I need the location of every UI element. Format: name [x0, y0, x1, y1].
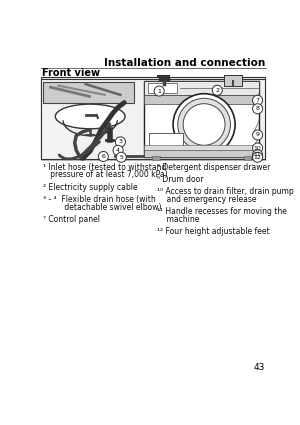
Circle shape: [113, 145, 123, 155]
Circle shape: [116, 152, 126, 162]
Circle shape: [173, 94, 235, 155]
Text: ¹⁰ Access to drain filter, drain pump: ¹⁰ Access to drain filter, drain pump: [157, 187, 294, 196]
Bar: [145, 95, 259, 104]
Text: 10: 10: [254, 145, 262, 150]
Bar: [43, 82, 134, 102]
Text: Installation and connection: Installation and connection: [104, 57, 266, 68]
Text: 1: 1: [157, 88, 161, 94]
Text: and emergency release: and emergency release: [157, 195, 256, 204]
Bar: [145, 145, 259, 150]
Text: 11: 11: [254, 153, 262, 157]
Text: ⁷ Control panel: ⁷ Control panel: [43, 215, 100, 224]
Bar: [149, 133, 183, 153]
Text: 6: 6: [101, 154, 105, 159]
Bar: [145, 81, 259, 95]
Text: ¹ Inlet hose (tested to withstand: ¹ Inlet hose (tested to withstand: [43, 163, 166, 172]
Bar: [148, 83, 177, 93]
Text: 4: 4: [116, 148, 120, 153]
Text: 9: 9: [256, 133, 260, 137]
Bar: [41, 77, 265, 159]
Ellipse shape: [55, 104, 125, 129]
Circle shape: [253, 143, 262, 153]
Text: detachable swivel elbow): detachable swivel elbow): [43, 203, 161, 212]
Text: 8: 8: [256, 106, 260, 111]
Text: 5: 5: [119, 155, 123, 160]
Bar: [152, 156, 160, 160]
Bar: [224, 75, 242, 86]
Circle shape: [253, 130, 262, 140]
Circle shape: [116, 137, 125, 147]
Text: 12: 12: [254, 155, 262, 160]
Circle shape: [253, 95, 262, 105]
Text: 7: 7: [256, 98, 260, 103]
Text: ³ - ⁴  Flexible drain hose (with: ³ - ⁴ Flexible drain hose (with: [43, 195, 156, 204]
Bar: [244, 156, 251, 160]
Circle shape: [212, 85, 222, 95]
Circle shape: [253, 150, 262, 160]
Circle shape: [154, 86, 164, 96]
Text: ¹¹ Handle recesses for moving the: ¹¹ Handle recesses for moving the: [157, 207, 287, 216]
Text: ⁸ Detergent dispenser drawer: ⁸ Detergent dispenser drawer: [157, 163, 270, 172]
Circle shape: [183, 104, 225, 145]
Bar: [145, 81, 259, 157]
Circle shape: [253, 152, 262, 162]
Text: 2: 2: [215, 88, 219, 93]
Text: ² Electricity supply cable: ² Electricity supply cable: [43, 183, 138, 192]
Circle shape: [178, 98, 230, 150]
Text: 43: 43: [253, 363, 265, 372]
Circle shape: [253, 104, 262, 114]
Text: ¹² Four height adjustable feet: ¹² Four height adjustable feet: [157, 227, 269, 236]
Text: pressure of at least 7,000 kPa): pressure of at least 7,000 kPa): [43, 170, 168, 179]
Text: ⁹ Drum door: ⁹ Drum door: [157, 175, 203, 184]
Bar: [41, 79, 265, 159]
Text: machine: machine: [157, 215, 199, 224]
Bar: [145, 150, 259, 157]
Circle shape: [98, 151, 108, 162]
Text: Front view: Front view: [42, 68, 100, 78]
Text: 3: 3: [118, 139, 122, 144]
